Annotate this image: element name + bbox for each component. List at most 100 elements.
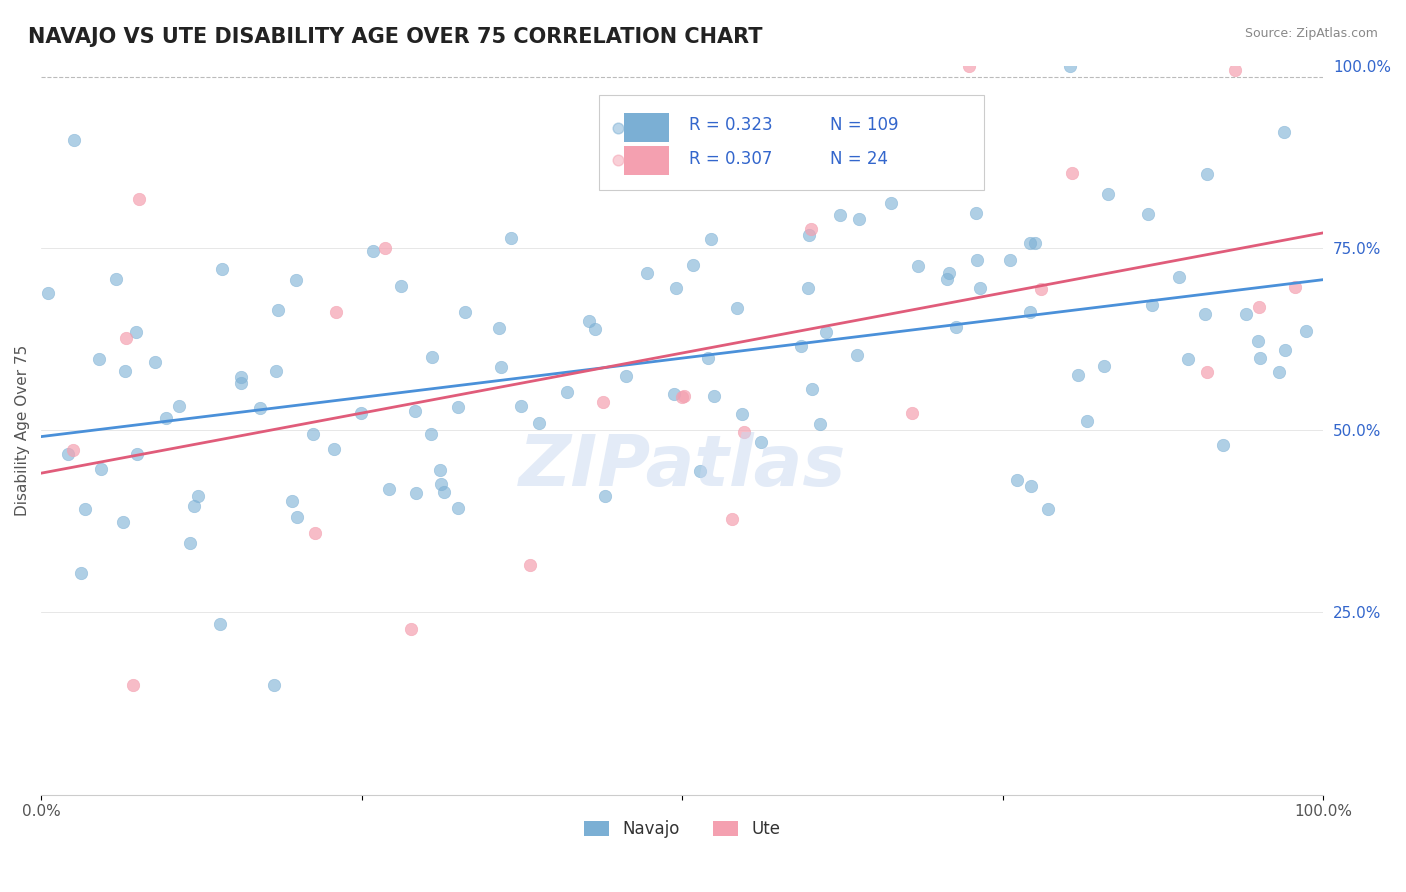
Point [1059, 59, 1081, 73]
Point [350, 406, 373, 420]
Point [229, 370, 252, 384]
Point [62, 443, 84, 458]
Point [720, 512, 742, 526]
Point [211, 262, 233, 277]
Point [578, 314, 600, 328]
Point [1295, 324, 1317, 338]
Point [1249, 351, 1271, 366]
Point [1223, 63, 1246, 78]
Point [529, 416, 551, 430]
Point [285, 510, 308, 524]
Point [1234, 307, 1257, 321]
Point [945, 320, 967, 334]
Point [488, 320, 510, 334]
Point [725, 301, 748, 315]
Point [56, 447, 79, 461]
Point [1167, 269, 1189, 284]
Point [114, 331, 136, 345]
Point [249, 401, 271, 416]
Point [703, 389, 725, 403]
Point [998, 252, 1021, 267]
Point [1268, 365, 1291, 379]
Point [814, 326, 837, 340]
Point [555, 385, 578, 400]
Point [433, 484, 456, 499]
Point [957, 59, 980, 73]
Point [797, 228, 820, 243]
Point [607, 153, 630, 168]
Point [1274, 343, 1296, 357]
Point [907, 259, 929, 273]
Point [966, 252, 988, 267]
Text: Source: ZipAtlas.com: Source: ZipAtlas.com [1244, 27, 1378, 40]
Legend: Navajo, Ute: Navajo, Ute [578, 814, 787, 845]
Point [1066, 368, 1088, 382]
Point [1097, 187, 1119, 202]
Text: NAVAJO VS UTE DISABILITY AGE OVER 75 CORRELATION CHART: NAVAJO VS UTE DISABILITY AGE OVER 75 COR… [28, 27, 762, 46]
Point [938, 266, 960, 280]
Point [731, 408, 754, 422]
Point [700, 232, 723, 246]
Point [420, 426, 443, 441]
Point [636, 266, 658, 280]
Point [374, 240, 396, 254]
Text: R = 0.323: R = 0.323 [689, 116, 772, 135]
Point [1029, 282, 1052, 296]
Point [1177, 351, 1199, 366]
Point [796, 281, 818, 295]
Point [1284, 280, 1306, 294]
Point [231, 376, 253, 391]
Point [1194, 307, 1216, 321]
FancyBboxPatch shape [599, 95, 984, 189]
Point [682, 258, 704, 272]
Point [263, 678, 285, 692]
Point [1092, 359, 1115, 373]
Point [733, 425, 755, 439]
FancyBboxPatch shape [624, 145, 669, 175]
Point [879, 195, 901, 210]
Point [848, 211, 870, 226]
Text: N = 109: N = 109 [830, 116, 898, 135]
Point [489, 360, 512, 375]
Point [111, 515, 134, 529]
Point [1272, 125, 1295, 139]
Point [187, 489, 209, 503]
FancyBboxPatch shape [624, 113, 669, 142]
Point [399, 622, 422, 636]
Point [104, 271, 127, 285]
Point [789, 339, 811, 353]
Point [1005, 473, 1028, 487]
Point [1019, 304, 1042, 318]
Point [901, 406, 924, 420]
Point [1249, 301, 1271, 315]
Point [361, 244, 384, 258]
Point [208, 617, 231, 632]
Point [689, 464, 711, 478]
Point [1019, 479, 1042, 493]
Point [179, 535, 201, 549]
Point [510, 399, 533, 413]
Point [62, 133, 84, 147]
Point [404, 404, 426, 418]
Point [671, 390, 693, 404]
Point [808, 417, 831, 432]
Point [672, 388, 695, 402]
Point [936, 271, 959, 285]
Point [969, 280, 991, 294]
Point [122, 678, 145, 692]
Point [429, 463, 451, 477]
Point [90, 462, 112, 476]
Point [610, 165, 633, 179]
Point [1247, 334, 1270, 348]
Point [447, 501, 470, 516]
Point [304, 525, 326, 540]
Point [125, 325, 148, 339]
Point [389, 278, 412, 293]
Point [800, 382, 823, 396]
Point [592, 394, 614, 409]
Point [665, 281, 688, 295]
Point [1036, 502, 1059, 516]
Text: ZIPatlas: ZIPatlas [519, 432, 846, 501]
Point [697, 351, 720, 365]
Point [1018, 236, 1040, 251]
